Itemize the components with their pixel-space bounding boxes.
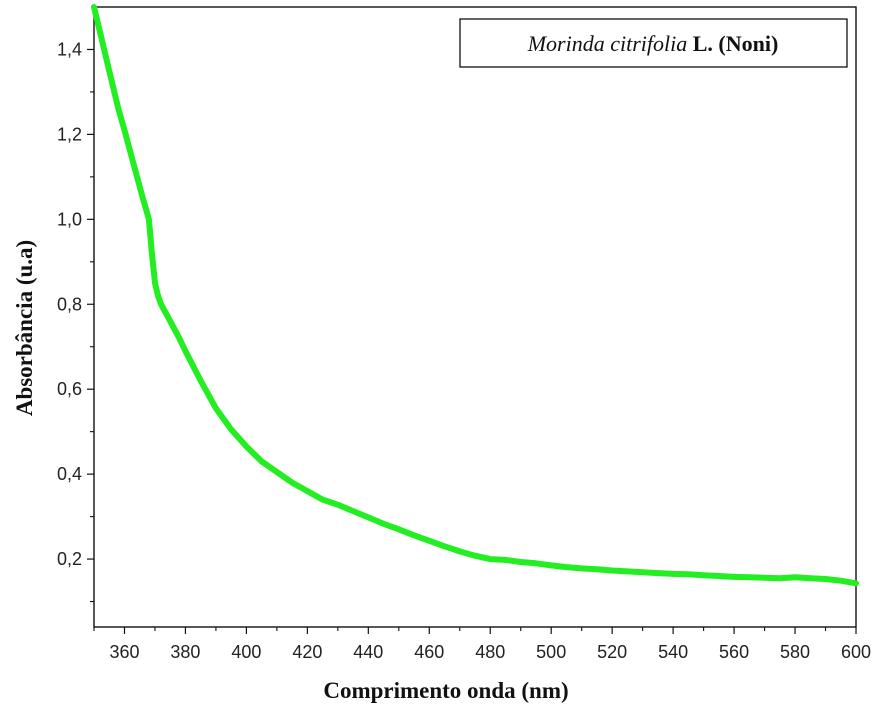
legend-label: Morinda citrifolia L. (Noni) — [527, 31, 779, 56]
x-tick-label: 420 — [292, 642, 322, 662]
legend-box — [459, 18, 848, 68]
y-tick-label: 0,6 — [57, 379, 82, 399]
x-tick-label: 520 — [597, 642, 627, 662]
plot-border — [93, 6, 857, 628]
x-tick-label: 400 — [231, 642, 261, 662]
y-tick-label: 0,2 — [57, 549, 82, 569]
x-axis: 360 380 400 420 440 460 480 500 520 540 560 580 600 — [93, 627, 871, 662]
legend: Morinda citrifolia L. (Noni) — [459, 18, 848, 68]
x-tick-label: 480 — [475, 642, 505, 662]
x-axis-title: Comprimento onda (nm) — [323, 678, 568, 703]
legend-species: Morinda citrifolia — [527, 31, 688, 56]
y-tick-label: 1,0 — [57, 209, 82, 229]
x-tick-label: 580 — [780, 642, 810, 662]
y-tick-label: 1,4 — [57, 39, 82, 59]
series-line — [91, 4, 859, 587]
series-layer — [91, 4, 859, 587]
x-tick-label: 440 — [353, 642, 383, 662]
y-tick-label: 0,8 — [57, 294, 82, 314]
y-tick-label: 0,4 — [57, 464, 82, 484]
x-tick-label: 600 — [841, 642, 871, 662]
x-tick-label: 380 — [170, 642, 200, 662]
y-axis-title: Absorbância (u.a) — [12, 240, 37, 416]
plot-frame — [93, 6, 857, 628]
y-tick-label: 1,2 — [57, 124, 82, 144]
x-tick-label: 540 — [658, 642, 688, 662]
x-tick-label: 500 — [536, 642, 566, 662]
legend-suffix: L. (Noni) — [693, 31, 779, 56]
x-tick-label: 460 — [414, 642, 444, 662]
y-axis: 0,2 0,4 0,6 0,8 1,0 1,2 1,4 — [57, 39, 94, 603]
x-tick-label: 360 — [109, 642, 139, 662]
x-tick-label: 560 — [719, 642, 749, 662]
